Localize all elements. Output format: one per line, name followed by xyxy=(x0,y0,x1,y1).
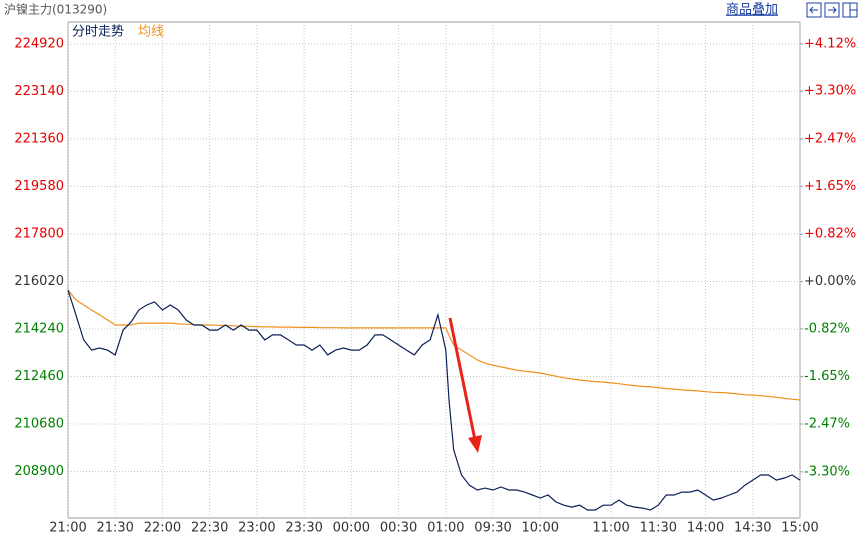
icon-right-arrow xyxy=(828,6,837,14)
icon-left-arrow xyxy=(809,6,818,14)
y2-tick-label: -0.82% xyxy=(804,321,850,336)
plot-frame xyxy=(67,21,801,519)
y2-tick-label: +0.00% xyxy=(804,274,856,289)
trend-arrow xyxy=(448,317,482,453)
y-tick-label: 221360 xyxy=(14,131,64,146)
series-line xyxy=(67,289,801,401)
arrow-shaft xyxy=(448,317,477,441)
y-tick-label: 214240 xyxy=(14,321,64,336)
y-tick-label: 208900 xyxy=(14,464,64,479)
y2-tick-label: -2.47% xyxy=(804,416,850,431)
series-line xyxy=(67,289,801,511)
toolbar-icons[interactable] xyxy=(806,2,858,18)
x-tick-label: 10:00 xyxy=(522,521,559,536)
x-tick-label: 15:00 xyxy=(781,521,818,536)
chart-title: 沪镍主力(013290) xyxy=(4,3,107,17)
legend-label: 均线 xyxy=(138,25,164,40)
y-tick-label: 219580 xyxy=(14,179,64,194)
x-tick-label: 11:00 xyxy=(592,521,629,536)
y-tick-label: 223140 xyxy=(14,84,64,99)
y-tick-label: 224920 xyxy=(14,36,64,51)
x-tick-label: 22:00 xyxy=(144,521,181,536)
x-tick-label: 23:30 xyxy=(285,521,322,536)
y-tick-label: 212460 xyxy=(14,369,64,384)
y2-tick-label: +4.12% xyxy=(804,36,856,51)
x-tick-label: 01:00 xyxy=(427,521,464,536)
x-tick-label: 23:00 xyxy=(238,521,275,536)
y2-tick-label: +3.30% xyxy=(804,84,856,99)
x-tick-label: 00:30 xyxy=(380,521,417,536)
lines xyxy=(67,289,801,511)
icon-panel-lines xyxy=(849,3,857,17)
y2-tick-label: -1.65% xyxy=(804,369,850,384)
overlay-link[interactable]: 商品叠加 xyxy=(726,3,778,18)
y-tick-label: 216020 xyxy=(14,274,64,289)
y2-tick-label: -3.30% xyxy=(804,464,850,479)
y2-tick-label: +0.82% xyxy=(804,227,856,242)
legend-label: 分时走势 xyxy=(72,24,124,40)
y-tick-label: 217800 xyxy=(14,226,64,241)
x-tick-label: 11:30 xyxy=(640,521,677,536)
x-tick-label: 09:30 xyxy=(474,521,511,536)
y2-tick-label: +2.47% xyxy=(804,132,856,147)
y-tick-label: 210680 xyxy=(14,417,64,432)
x-tick-label: 21:00 xyxy=(49,521,86,536)
x-tick-label: 22:30 xyxy=(191,521,228,536)
x-tick-label: 14:00 xyxy=(687,521,724,536)
x-tick-label: 14:30 xyxy=(734,521,771,536)
arrow-head xyxy=(468,435,482,453)
x-tick-label: 00:00 xyxy=(333,521,370,536)
labels: 224920 223140 221360 219580 217800 216020 2142… xyxy=(14,24,856,536)
y2-tick-label: +1.65% xyxy=(804,179,856,194)
x-tick-label: 21:30 xyxy=(96,521,133,536)
